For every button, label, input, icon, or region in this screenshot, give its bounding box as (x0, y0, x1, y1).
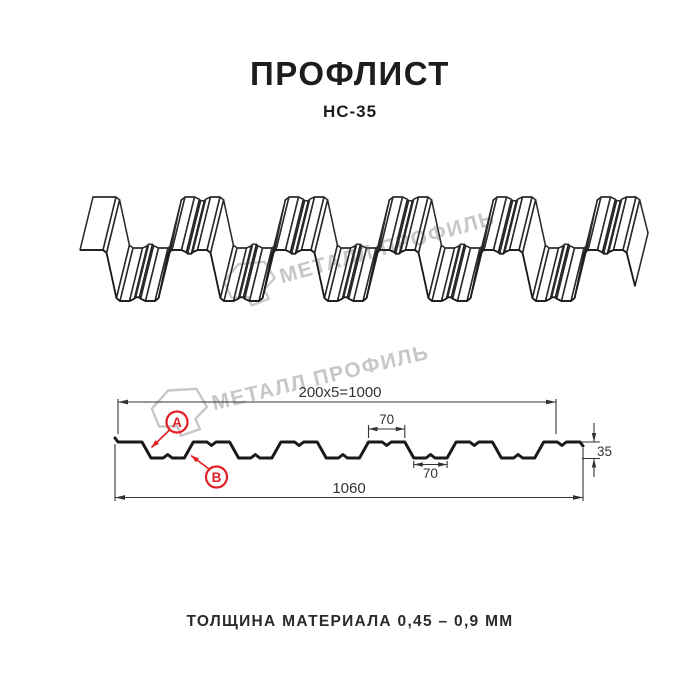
callout-b-label: B (212, 470, 222, 485)
dimension-arrow (118, 399, 128, 405)
watermark-text: МЕТАЛЛ ПРОФИЛЬ (210, 341, 432, 415)
dimension-arrow (115, 495, 125, 500)
profile-model-label: НС-35 (322, 102, 378, 121)
dim-overall-width: 1060 (332, 480, 365, 497)
profile-section-drawing: МЕТАЛЛ ПРОФИЛЬ 200x5=1000 70 70 1060 35 A B (113, 341, 612, 501)
dim-top-flange: 70 (379, 412, 394, 427)
dimension-arrow (368, 426, 378, 432)
profile-3d-drawing: МЕТАЛЛ ПРОФИЛЬ (79, 196, 649, 307)
dimension-arrow (413, 462, 423, 467)
material-thickness-note: ТОЛЩИНА МАТЕРИАЛА 0,45 – 0,9 ММ (186, 613, 514, 630)
dimension-arrow (438, 462, 448, 467)
callout-a-circle (165, 410, 189, 434)
dim-bottom-flange: 70 (423, 466, 438, 481)
dimension-arrow (151, 440, 159, 448)
callout-a-label: A (172, 415, 182, 430)
dim-profile-height: 35 (597, 444, 612, 459)
callout-b-circle (204, 465, 229, 489)
header: ПРОФЛИСТ НС-35 (0, 55, 700, 122)
dim-pitch-total: 200x5=1000 (299, 384, 382, 401)
front-profile-outline (80, 249, 636, 302)
section-profile-outline (113, 436, 585, 460)
page-title: ПРОФЛИСТ (250, 55, 450, 92)
dimension-arrow (546, 399, 556, 405)
dimension-arrow (395, 426, 405, 432)
dimension-arrow (191, 455, 199, 463)
dimension-arrow (573, 495, 583, 500)
dimension-arrow (591, 458, 597, 468)
dimension-arrow (591, 433, 597, 442)
